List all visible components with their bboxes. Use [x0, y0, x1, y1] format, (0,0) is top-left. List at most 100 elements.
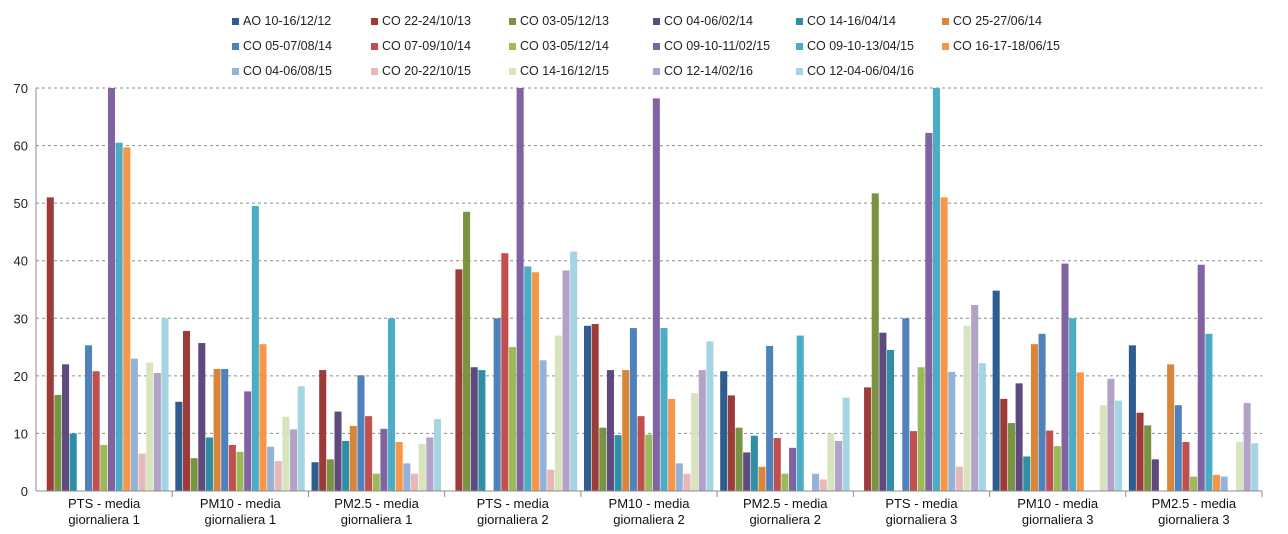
legend-swatch: [942, 43, 949, 50]
bar: [493, 318, 501, 491]
bar: [213, 368, 221, 491]
bar: [426, 437, 434, 491]
bar: [357, 375, 365, 491]
bar: [758, 466, 766, 491]
bars: [46, 88, 1259, 492]
legend-label: CO 12-14/02/16: [664, 64, 753, 78]
bar: [244, 391, 252, 491]
bar: [766, 345, 774, 491]
bar: [834, 440, 842, 491]
legend-swatch: [653, 68, 660, 75]
bar: [978, 363, 986, 491]
bar: [115, 142, 123, 491]
bar: [388, 318, 396, 491]
bar: [290, 429, 298, 491]
bar: [501, 253, 509, 491]
bar: [205, 437, 213, 491]
bar: [403, 463, 411, 491]
legend-label: CO 14-16/12/15: [520, 64, 609, 78]
legend-swatch: [509, 43, 516, 50]
bar: [1107, 378, 1115, 491]
bar: [274, 461, 282, 491]
legend-label: CO 14-16/04/14: [807, 14, 896, 28]
bar: [720, 371, 728, 491]
bar: [342, 440, 350, 491]
bar: [675, 463, 683, 491]
legend-label: CO 03-05/12/13: [520, 14, 609, 28]
legend-swatch: [796, 43, 803, 50]
bar: [683, 473, 691, 491]
bar: [1007, 423, 1015, 491]
legend-swatch: [653, 18, 660, 25]
bar: [1136, 412, 1144, 491]
bar: [372, 473, 380, 491]
bar: [1213, 474, 1221, 491]
bar: [917, 367, 925, 491]
bar: [781, 473, 789, 491]
legend-swatch: [653, 43, 660, 50]
bar: [297, 386, 305, 491]
bar: [812, 473, 820, 491]
bar: [478, 370, 486, 491]
bar: [1197, 264, 1205, 491]
bar: [267, 446, 275, 491]
bar: [1038, 333, 1046, 491]
x-tick-label: giornaliera 3: [1022, 512, 1094, 527]
bar: [1061, 263, 1069, 491]
bar: [251, 206, 259, 491]
x-tick-label: PTS - media: [477, 496, 550, 511]
bar: [54, 394, 62, 491]
legend-label: CO 12-04-06/04/16: [807, 64, 914, 78]
y-tick-label: 10: [14, 426, 28, 441]
bar: [508, 347, 516, 491]
bar: [925, 132, 933, 491]
bar: [433, 419, 441, 491]
bar: [1235, 442, 1244, 491]
bar: [1144, 425, 1152, 491]
bar: [698, 370, 706, 491]
bar: [1128, 345, 1136, 491]
legend-swatch: [509, 68, 516, 75]
legend-label: CO 09-10-11/02/15: [664, 39, 770, 53]
bar: [455, 269, 463, 491]
bar: [652, 98, 660, 492]
bar: [84, 345, 93, 491]
bar: [735, 427, 743, 491]
bar: [629, 328, 637, 491]
bar: [228, 444, 236, 491]
bar: [1182, 442, 1190, 491]
bar: [349, 425, 357, 491]
x-tick-label: giornaliera 2: [613, 512, 685, 527]
x-tick-label: PM10 - media: [200, 496, 282, 511]
bar: [727, 395, 735, 491]
bar: [470, 367, 478, 491]
legend-label: CO 25-27/06/14: [953, 14, 1042, 28]
y-tick-label: 0: [21, 484, 28, 499]
bar: [789, 447, 797, 491]
bar: [182, 330, 191, 491]
bar: [992, 290, 1000, 491]
legend-label: CO 09-10-13/04/15: [807, 39, 914, 53]
bar: [1046, 430, 1054, 491]
bar: [819, 479, 827, 491]
bar: [750, 435, 758, 491]
bar: [743, 452, 751, 491]
bar: [871, 193, 879, 492]
bar: [1174, 405, 1182, 491]
bar: [259, 344, 267, 491]
bar: [827, 433, 835, 491]
legend-label: CO 22-24/10/13: [382, 14, 471, 28]
bar: [107, 88, 115, 491]
legend-swatch: [509, 18, 516, 25]
legend-label: CO 03-05/12/14: [520, 39, 609, 53]
x-tick-label: giornaliera 1: [341, 512, 413, 527]
bar: [153, 372, 161, 491]
bar: [1115, 400, 1123, 491]
x-tick-label: PM2.5 - media: [334, 496, 419, 511]
legend-swatch: [796, 18, 803, 25]
bar: [583, 325, 592, 491]
bar: [1205, 333, 1213, 491]
y-tick-label: 50: [14, 196, 28, 211]
legend-label: CO 16-17-18/06/15: [953, 39, 1060, 53]
bar: [334, 411, 342, 491]
